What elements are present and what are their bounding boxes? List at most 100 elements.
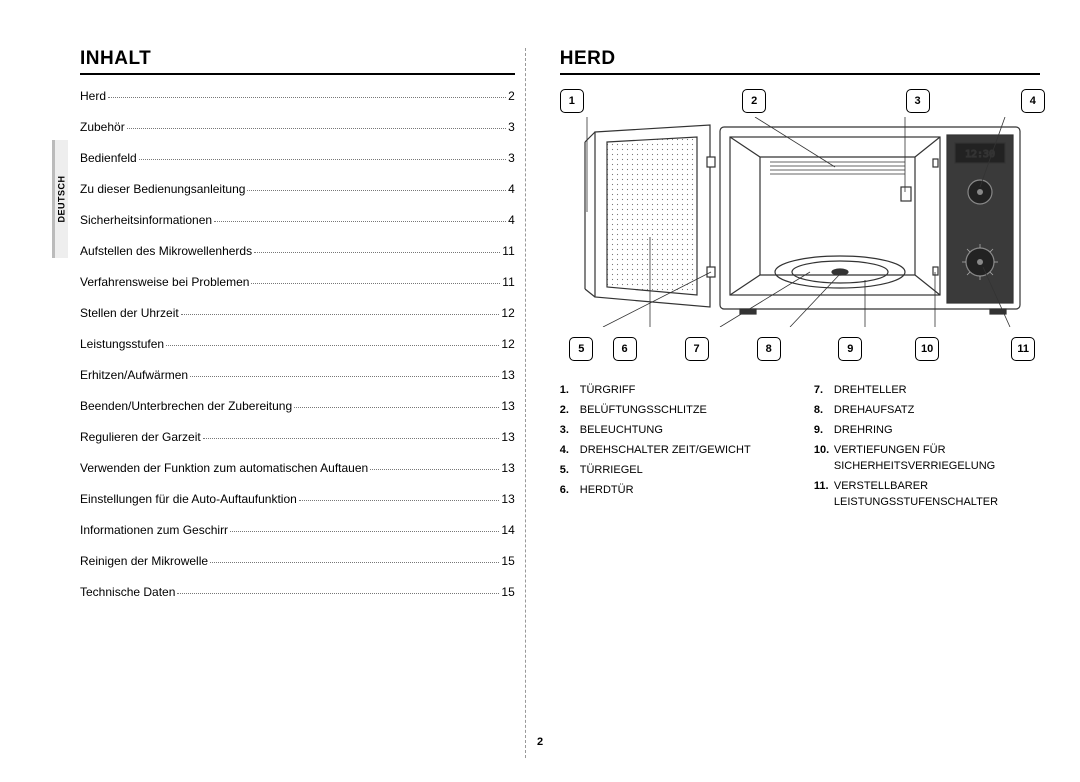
callout-8: 8 (757, 337, 781, 361)
toc-label: Herd (80, 89, 106, 103)
toc-dots (299, 500, 500, 501)
toc-label: Einstellungen für die Auto-Auftaufunktio… (80, 492, 297, 506)
toc-page: 2 (508, 89, 515, 103)
callout-3: 3 (906, 89, 930, 113)
toc-label: Sicherheitsinformationen (80, 213, 212, 227)
callout-6: 6 (613, 337, 637, 361)
legend-text: DREHAUFSATZ (834, 403, 1040, 419)
toc-page: 4 (508, 213, 515, 227)
herd-heading: HERD (560, 48, 1040, 75)
legend-text: VERTIEFUNGEN FÜR SICHERHEITSVERRIEGELUNG (834, 443, 1040, 475)
toc-dots (139, 159, 506, 160)
toc-row: Aufstellen des Mikrowellenherds 11 (80, 244, 515, 258)
toc-row: Einstellungen für die Auto-Auftaufunktio… (80, 492, 515, 506)
toc-row: Verfahrensweise bei Problemen11 (80, 275, 515, 289)
toc-page: 13 (501, 368, 514, 382)
legend-text: DREHTELLER (834, 383, 1040, 399)
toc-dots (370, 469, 499, 470)
legend-num: 8. (814, 403, 834, 419)
toc-page: 13 (501, 461, 514, 475)
toc-label: Leistungsstufen (80, 337, 164, 351)
toc-row: Herd 2 (80, 89, 515, 103)
legend-col-right: 7.DREHTELLER8.DREHAUFSATZ9.DREHRING10.VE… (814, 383, 1040, 515)
callouts-top: 1234 (560, 89, 1040, 117)
callout-1: 1 (560, 89, 584, 113)
legend-text: TÜRRIEGEL (580, 463, 786, 479)
legend-num: 2. (560, 403, 580, 419)
legend-item: 2.BELÜFTUNGSSCHLITZE (560, 403, 786, 419)
callout-4: 4 (1021, 89, 1045, 113)
toc-page: 12 (501, 337, 514, 351)
toc-page: 3 (508, 120, 515, 134)
toc-row: Informationen zum Geschirr14 (80, 523, 515, 537)
table-of-contents: Herd 2 Zubehör 3 Bedienfeld 3 Zu dieser Bedien… (80, 89, 515, 599)
legend-item: 7.DREHTELLER (814, 383, 1040, 399)
toc-row: Leistungsstufen 12 (80, 337, 515, 351)
toc-label: Bedienfeld (80, 151, 137, 165)
toc-heading: INHALT (80, 48, 515, 75)
legend-item: 5.TÜRRIEGEL (560, 463, 786, 479)
toc-dots (190, 376, 499, 377)
toc-page: 3 (508, 151, 515, 165)
toc-row: Technische Daten15 (80, 585, 515, 599)
toc-row: Bedienfeld 3 (80, 151, 515, 165)
parts-legend: 1.TÜRGRIFF 2.BELÜFTUNGSSCHLITZE 3.BELEUCHT… (560, 383, 1040, 515)
toc-dots (210, 562, 499, 563)
legend-item: 11.VERSTELLBARER LEISTUNGSSTUFENSCHALTER (814, 479, 1040, 511)
legend-num: 4. (560, 443, 580, 459)
callout-7: 7 (685, 337, 709, 361)
toc-dots (294, 407, 499, 408)
language-tab: DEUTSCH (52, 140, 68, 258)
toc-page: 4 (508, 182, 515, 196)
toc-label: Regulieren der Garzeit (80, 430, 201, 444)
legend-item: 10.VERTIEFUNGEN FÜR SICHERHEITSVERRIEGEL… (814, 443, 1040, 475)
columns: INHALT Herd 2 Zubehör 3 Bedienfeld 3 Zu dieser… (40, 48, 1040, 758)
legend-item: 1.TÜRGRIFF (560, 383, 786, 399)
toc-dots (127, 128, 506, 129)
language-tab-label: DEUTSCH (57, 175, 67, 222)
toc-page: 11 (502, 244, 514, 258)
toc-page: 13 (501, 430, 514, 444)
legend-col-left: 1.TÜRGRIFF 2.BELÜFTUNGSSCHLITZE 3.BELEUCHT… (560, 383, 786, 515)
legend-item: 8.DREHAUFSATZ (814, 403, 1040, 419)
toc-row: Stellen der Uhrzeit12 (80, 306, 515, 320)
toc-label: Zu dieser Bedienungsanleitung (80, 182, 245, 196)
right-column: HERD 1234 (556, 48, 1040, 758)
toc-dots (108, 97, 506, 98)
manual-page: DEUTSCH INHALT Herd 2 Zubehör 3 Bedienfeld 3 Z… (0, 0, 1080, 782)
legend-num: 7. (814, 383, 834, 399)
toc-label: Aufstellen des Mikrowellenherds (80, 244, 252, 258)
callout-2: 2 (742, 89, 766, 113)
microwave-diagram: 1234 (560, 89, 1040, 355)
legend-text: TÜRGRIFF (580, 383, 786, 399)
toc-row: Erhitzen/Aufwärmen 13 (80, 368, 515, 382)
page-number: 2 (537, 736, 543, 748)
toc-row: Beenden/Unterbrechen der Zubereitung 13 (80, 399, 515, 413)
legend-text: BELEUCHTUNG (580, 423, 786, 439)
toc-label: Verwenden der Funktion zum automatischen… (80, 461, 368, 475)
legend-num: 5. (560, 463, 580, 479)
toc-page: 11 (502, 275, 514, 289)
microwave-svg: 12:30 (565, 117, 1035, 327)
toc-dots (230, 531, 499, 532)
legend-text: DREHRING (834, 423, 1040, 439)
toc-dots (203, 438, 500, 439)
toc-row: Verwenden der Funktion zum automatischen… (80, 461, 515, 475)
legend-item: 3.BELEUCHTUNG (560, 423, 786, 439)
toc-label: Stellen der Uhrzeit (80, 306, 179, 320)
toc-label: Erhitzen/Aufwärmen (80, 368, 188, 382)
toc-dots (254, 252, 500, 253)
toc-dots (247, 190, 506, 191)
legend-num: 9. (814, 423, 834, 439)
toc-page: 14 (501, 523, 514, 537)
toc-row: Zu dieser Bedienungsanleitung 4 (80, 182, 515, 196)
toc-page: 13 (501, 399, 514, 413)
callout-5: 5 (569, 337, 593, 361)
toc-label: Beenden/Unterbrechen der Zubereitung (80, 399, 292, 413)
toc-dots (251, 283, 500, 284)
toc-label: Reinigen der Mikrowelle (80, 554, 208, 568)
legend-num: 10. (814, 443, 834, 475)
toc-label: Zubehör (80, 120, 125, 134)
legend-text: BELÜFTUNGSSCHLITZE (580, 403, 786, 419)
callout-9: 9 (838, 337, 862, 361)
